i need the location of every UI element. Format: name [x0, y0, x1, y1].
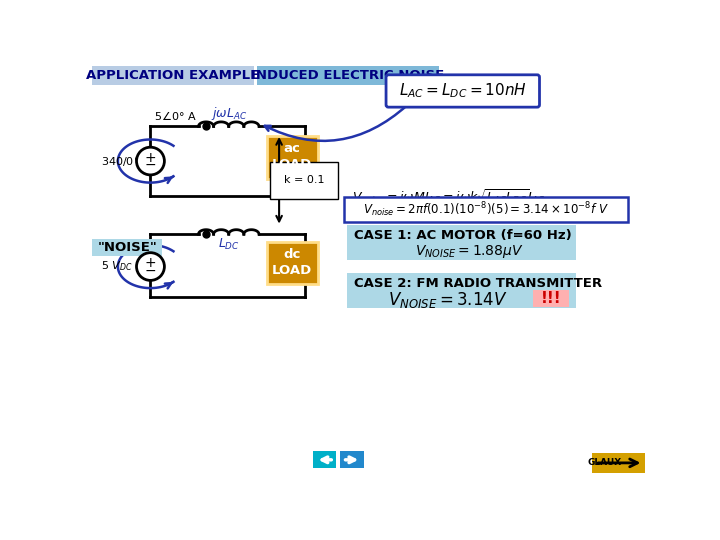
Text: −: −: [145, 264, 156, 278]
Text: k = 0.1: k = 0.1: [284, 176, 324, 185]
Text: +: +: [145, 256, 156, 271]
Text: $V_{noise} = j\omega MI_{AC} = j\omega k\sqrt{L_{AC}L_{DC}}I_{AC}$: $V_{noise} = j\omega MI_{AC} = j\omega k…: [352, 187, 545, 207]
Text: $5\ V_{DC}$: $5\ V_{DC}$: [101, 260, 132, 273]
Text: INDUCED ELECTRIC NOISE: INDUCED ELECTRIC NOISE: [251, 69, 444, 82]
Text: APPLICATION EXAMPLE: APPLICATION EXAMPLE: [86, 69, 259, 82]
Text: +: +: [145, 151, 156, 165]
Text: $V_{NOISE} = 1.88\mu V$: $V_{NOISE} = 1.88\mu V$: [415, 242, 524, 260]
FancyBboxPatch shape: [91, 66, 254, 85]
FancyBboxPatch shape: [386, 75, 539, 107]
Text: $V_{NOISE} = 3.14V$: $V_{NOISE} = 3.14V$: [388, 289, 508, 309]
FancyBboxPatch shape: [266, 242, 318, 284]
Text: $L_{DC}$: $L_{DC}$: [218, 237, 240, 252]
Text: GLAUX: GLAUX: [588, 458, 621, 468]
Text: $340/0\degree$ V: $340/0\degree$ V: [101, 154, 151, 167]
Text: $5\angle 0\degree$ A: $5\angle 0\degree$ A: [154, 109, 197, 122]
Text: $L_{AC} = L_{DC} = 10nH$: $L_{AC} = L_{DC} = 10nH$: [399, 82, 527, 100]
FancyBboxPatch shape: [344, 197, 628, 222]
Text: −: −: [145, 158, 156, 172]
Circle shape: [137, 147, 164, 175]
FancyBboxPatch shape: [347, 225, 576, 260]
FancyBboxPatch shape: [256, 66, 438, 85]
Text: ac
LOAD: ac LOAD: [272, 142, 312, 171]
Circle shape: [137, 253, 164, 280]
Text: dc
LOAD: dc LOAD: [272, 248, 312, 277]
Text: "NOISE": "NOISE": [97, 241, 157, 254]
Text: CASE 1: AC MOTOR (f=60 Hz): CASE 1: AC MOTOR (f=60 Hz): [354, 230, 571, 242]
FancyBboxPatch shape: [534, 291, 569, 307]
FancyBboxPatch shape: [341, 451, 364, 468]
Text: $j\omega L_{AC}$: $j\omega L_{AC}$: [210, 105, 247, 122]
FancyBboxPatch shape: [92, 239, 162, 256]
FancyBboxPatch shape: [313, 451, 336, 468]
Text: !!!: !!!: [541, 292, 562, 306]
Text: $V_{noise} = 2\pi f(0.1)(10^{-8})(5) = 3.14\times 10^{-8}f\ V$: $V_{noise} = 2\pi f(0.1)(10^{-8})(5) = 3…: [363, 200, 609, 219]
Text: CASE 2: FM RADIO TRANSMITTER: CASE 2: FM RADIO TRANSMITTER: [354, 277, 602, 290]
FancyBboxPatch shape: [347, 273, 576, 308]
FancyBboxPatch shape: [266, 136, 318, 179]
FancyBboxPatch shape: [593, 453, 645, 473]
